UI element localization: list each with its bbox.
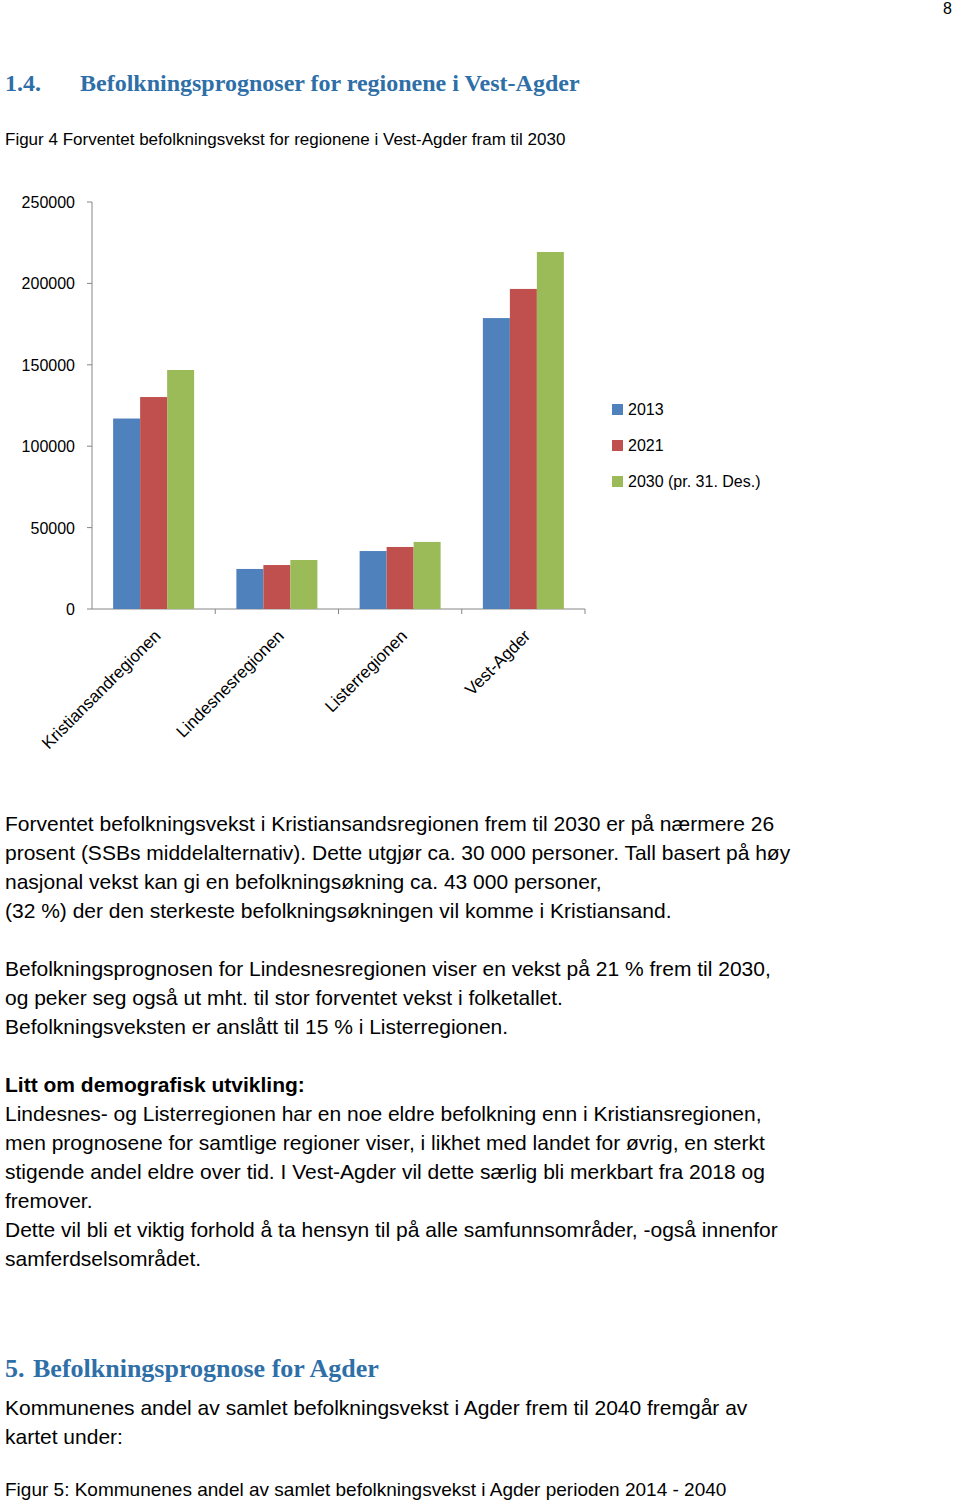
bar: [537, 252, 564, 609]
bar: [140, 397, 167, 609]
bar: [167, 370, 194, 609]
x-tick: [338, 609, 339, 614]
text-line: stigende andel eldre over tid. I Vest-Ag…: [5, 1157, 765, 1186]
y-tick-label: 0: [66, 601, 75, 618]
text-line: Kommunenes andel av samlet befolkningsve…: [5, 1393, 747, 1422]
figure-caption: Figur 5: Kommunenes andel av samlet befo…: [5, 1479, 726, 1501]
text-line: fremover.: [5, 1186, 93, 1215]
y-tick-label: 250000: [22, 194, 75, 211]
y-tick: [87, 364, 92, 365]
legend-label: 2013: [628, 401, 664, 418]
y-axis: [92, 202, 93, 609]
figure-caption: Figur 4 Forventet befolkningsvekst for r…: [5, 130, 565, 150]
legend-swatch: [612, 476, 623, 487]
text-line: Lindesnes- og Listerregionen har en noe …: [5, 1099, 762, 1128]
text-line: samferdselsområdet.: [5, 1244, 201, 1273]
bar: [510, 289, 537, 609]
text-line: Dette vil bli et viktig forhold å ta hen…: [5, 1215, 778, 1244]
x-tick: [585, 609, 586, 614]
y-tick-label: 150000: [22, 357, 75, 374]
heading-title: Befolkningsprognoser for regionene i Ves…: [80, 70, 580, 97]
section-title: Befolkningsprognose for Agder: [33, 1354, 379, 1384]
y-tick: [87, 446, 92, 447]
heading-number: 1.4.: [5, 70, 41, 97]
subheading: Litt om demografisk utvikling:: [5, 1070, 305, 1099]
bar: [483, 318, 510, 609]
y-tick: [87, 283, 92, 284]
x-tick-label: Listerregionen: [321, 626, 411, 716]
y-tick: [87, 202, 92, 203]
bar: [360, 551, 387, 609]
text-line: nasjonal vekst kan gi en befolkningsøkni…: [5, 867, 602, 896]
bars: [113, 252, 564, 609]
bar: [414, 542, 441, 609]
x-tick-label: Lindesnesregionen: [173, 626, 288, 741]
y-tick-label: 50000: [31, 520, 76, 537]
legend-label: 2021: [628, 437, 664, 454]
y-tick-label: 100000: [22, 438, 75, 455]
x-tick-label: Kristiansandregionen: [38, 626, 164, 752]
bar: [113, 419, 140, 609]
section-number: 5.: [5, 1354, 25, 1384]
chart: 0 50000 100000 150000 200000 250000 Kristiansa…: [0, 0, 960, 800]
text-line: (32 %) der den sterkeste befolkningsøkni…: [5, 896, 671, 925]
y-tick: [87, 609, 92, 610]
legend-swatch: [612, 404, 623, 415]
text-line: og peker seg også ut mht. til stor forve…: [5, 983, 563, 1012]
text-line: men prognosene for samtlige regioner vis…: [5, 1128, 765, 1157]
bar: [290, 560, 317, 609]
text-line: Befolkningsprognosen for Lindesnesregion…: [5, 954, 771, 983]
page-number: 8: [943, 0, 952, 18]
y-tick-label: 200000: [22, 275, 75, 292]
text-line: kartet under:: [5, 1422, 123, 1451]
x-tick-label: Vest-Agder: [461, 626, 534, 699]
text-line: prosent (SSBs middelalternativ). Dette u…: [5, 838, 790, 867]
bar: [263, 565, 290, 609]
x-tick: [215, 609, 216, 614]
x-tick: [461, 609, 462, 614]
legend-swatch: [612, 440, 623, 451]
bar: [387, 547, 414, 609]
bar: [236, 569, 263, 609]
text-line: Forventet befolkningsvekst i Kristiansan…: [5, 809, 774, 838]
y-tick: [87, 527, 92, 528]
legend-label: 2030 (pr. 31. Des.): [628, 473, 761, 490]
text-line: Befolkningsveksten er anslått til 15 % i…: [5, 1012, 508, 1041]
